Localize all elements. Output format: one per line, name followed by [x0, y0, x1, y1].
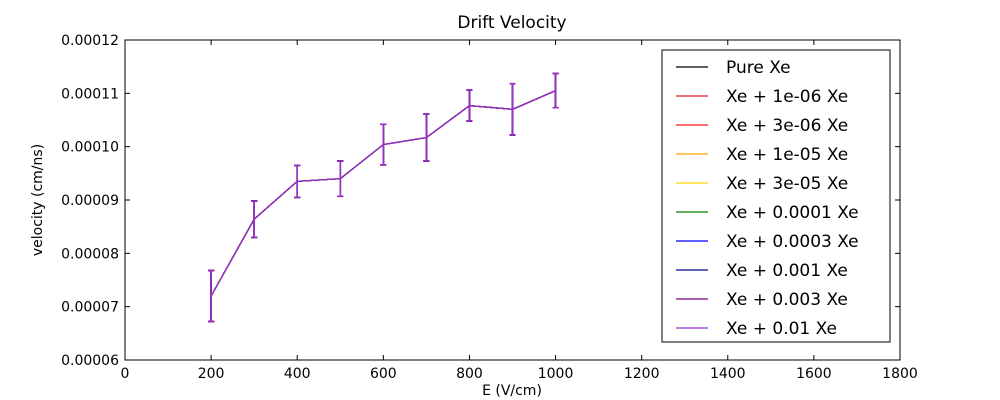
x-tick-label: 200: [198, 366, 225, 382]
legend-label: Xe + 0.0001 Xe: [726, 203, 859, 223]
legend-label: Xe + 3e-06 Xe: [726, 116, 848, 136]
legend-label: Xe + 0.01 Xe: [726, 319, 837, 339]
x-tick-label: 1000: [538, 366, 574, 382]
x-tick-label: 0: [121, 366, 130, 382]
legend-label: Xe + 3e-05 Xe: [726, 174, 848, 194]
y-axis-ticks: 0.00006 0.00007 0.00008 0.00009 0.00010 0.000…: [61, 33, 900, 369]
x-tick-label: 1400: [710, 366, 746, 382]
x-tick-label: 1200: [624, 366, 660, 382]
legend-label: Xe + 0.003 Xe: [726, 290, 848, 310]
y-tick-label: 0.00007: [61, 300, 119, 316]
chart-title: Drift Velocity: [457, 13, 566, 33]
x-tick-label: 1800: [882, 366, 918, 382]
legend-label: Xe + 1e-06 Xe: [726, 87, 848, 107]
legend-label: Xe + 0.001 Xe: [726, 261, 848, 281]
x-tick-label: 600: [370, 366, 397, 382]
x-tick-label: 1600: [796, 366, 832, 382]
legend-label: Xe + 1e-05 Xe: [726, 145, 848, 165]
x-axis-label: E (V/cm): [482, 383, 542, 399]
y-tick-label: 0.00006: [61, 353, 119, 369]
legend-frame: [661, 49, 891, 343]
y-axis-label: velocity (cm/ns): [30, 144, 46, 256]
x-axis-ticks: 0 200 400 600 800 1000 1200 1400 1600 1800: [121, 40, 918, 382]
legend-label: Xe + 0.0003 Xe: [726, 232, 859, 252]
series-layer: [208, 72, 559, 323]
legend: Pure Xe Xe + 1e-06 Xe Xe + 3e-06 Xe Xe + 1e…: [661, 49, 891, 343]
x-tick-label: 800: [456, 366, 483, 382]
legend-label: Pure Xe: [726, 58, 791, 78]
y-tick-label: 0.00011: [61, 86, 119, 102]
x-tick-label: 400: [284, 366, 311, 382]
y-tick-label: 0.00012: [61, 33, 119, 49]
y-tick-label: 0.00009: [61, 193, 119, 209]
y-tick-label: 0.00008: [61, 246, 119, 262]
series-10: [208, 72, 559, 323]
y-tick-label: 0.00010: [61, 140, 119, 156]
